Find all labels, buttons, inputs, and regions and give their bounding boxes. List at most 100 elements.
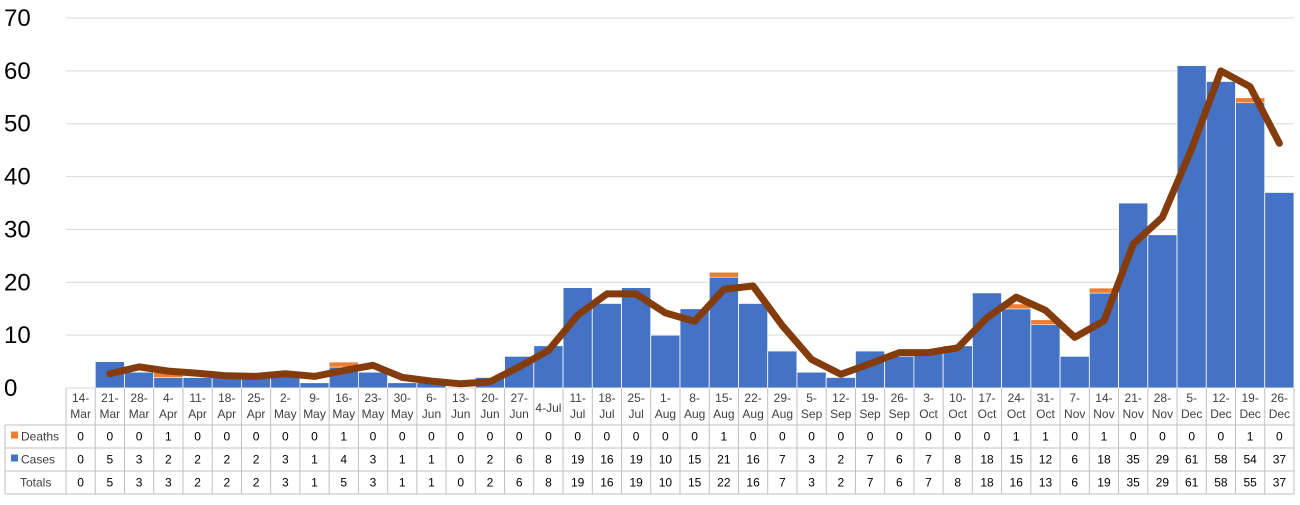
x-category-label: 14- [1095, 391, 1112, 405]
bar-cases [1205, 81, 1236, 389]
x-category-label: Jul [570, 407, 585, 421]
y-tick-label: 0 [4, 375, 17, 402]
bar-cases [1059, 355, 1090, 389]
table-cell: 0 [457, 430, 464, 444]
table-cell: 58 [1214, 453, 1228, 467]
x-category-label: Oct [978, 407, 997, 421]
table-cell: 10 [659, 476, 673, 490]
table-cell: 0 [984, 430, 991, 444]
table-cell: 6 [1071, 453, 1078, 467]
table-row-label: Deaths [21, 430, 59, 444]
table-cell: 15 [688, 476, 702, 490]
x-category-label: 29- [774, 391, 791, 405]
x-category-label: 1- [660, 391, 671, 405]
bar-cases [387, 382, 418, 389]
table-cell: 1 [428, 453, 435, 467]
table-cell: 0 [1218, 430, 1225, 444]
x-category-label: 3- [923, 391, 934, 405]
table-cell: 0 [487, 430, 494, 444]
x-category-label: 16- [335, 391, 352, 405]
y-tick-label: 10 [4, 322, 31, 349]
table-cell: 12 [1039, 453, 1053, 467]
x-category-label: Sep [801, 407, 823, 421]
table-cell: 3 [282, 476, 289, 490]
x-category-label: 19- [1241, 391, 1258, 405]
bar-cases [1147, 234, 1178, 389]
table-cell: 13 [1039, 476, 1053, 490]
table-cell: 3 [808, 453, 815, 467]
table-cell: 0 [194, 430, 201, 444]
table-cell: 0 [837, 430, 844, 444]
table-cell: 16 [1010, 476, 1024, 490]
x-category-label: Oct [948, 407, 967, 421]
x-category-label: Dec [1239, 407, 1260, 421]
table-row-label: Cases [21, 453, 55, 467]
x-category-label: 25- [247, 391, 264, 405]
table-cell: 6 [516, 476, 523, 490]
x-category-label: Apr [217, 407, 236, 421]
table-cell: 0 [77, 476, 84, 490]
trend-line-group [106, 67, 1283, 388]
table-cell: 16 [746, 453, 760, 467]
table-cell: 7 [925, 476, 932, 490]
table-cell: 18 [1097, 453, 1111, 467]
table-cell: 7 [779, 476, 786, 490]
table-cell: 0 [457, 476, 464, 490]
bar-cases [796, 371, 827, 389]
table-cell: 2 [837, 476, 844, 490]
legend-key-cases [11, 454, 18, 462]
x-category-label: Aug [742, 407, 763, 421]
table-cell: 1 [399, 476, 406, 490]
x-category-label: 24- [1008, 391, 1025, 405]
bar-cases [357, 371, 389, 389]
x-category-label: 7- [1069, 391, 1080, 405]
table-cell: 22 [717, 476, 731, 490]
table-cell: 6 [1071, 476, 1078, 490]
bar-cases [738, 303, 769, 389]
x-category-label: Jun [451, 407, 470, 421]
x-category-label: Mar [100, 407, 121, 421]
x-category-label: 10- [949, 391, 966, 405]
table-cell: 2 [253, 453, 260, 467]
table-cell: 2 [487, 453, 494, 467]
bar-cases [182, 377, 213, 389]
table-cell: 0 [574, 430, 581, 444]
table-cell: 0 [223, 430, 230, 444]
x-category-label: 21- [101, 391, 118, 405]
x-category-label: 30- [394, 391, 411, 405]
x-category-label: Aug [713, 407, 734, 421]
table-cell: 0 [750, 430, 757, 444]
x-category-label: 12- [1212, 391, 1229, 405]
table-cell: 0 [282, 430, 289, 444]
table-cell: 0 [253, 430, 260, 444]
x-category-label: 11- [189, 391, 205, 405]
table-cell: 0 [370, 430, 377, 444]
x-category-label: 5- [806, 391, 817, 405]
table-cell: 16 [600, 453, 614, 467]
bar-cases [767, 350, 798, 389]
table-cell: 0 [808, 430, 815, 444]
table-cell: 19 [571, 476, 585, 490]
y-tick-label: 50 [4, 111, 31, 138]
x-category-label: Dec [1210, 407, 1231, 421]
table-cell: 29 [1156, 453, 1170, 467]
x-category-label: Jun [510, 407, 529, 421]
x-category-label: Nov [1123, 407, 1144, 421]
table-cell: 3 [165, 476, 172, 490]
table-cell: 0 [136, 430, 143, 444]
table-cell: 0 [77, 453, 84, 467]
bar-cases [825, 377, 856, 389]
y-axis-ticks: 0 10 20 30 40 50 60 70 [4, 5, 31, 402]
table-cell: 35 [1127, 476, 1141, 490]
bar-cases [1088, 292, 1119, 389]
table-cell: 3 [808, 476, 815, 490]
x-category-label: Mar [129, 407, 150, 421]
table-cell: 5 [107, 476, 114, 490]
x-category-label: 4-Jul [535, 401, 561, 415]
table-cell: 1 [340, 430, 347, 444]
bar-cases [1235, 102, 1266, 389]
x-category-label: Aug [772, 407, 793, 421]
legend-key-deaths [11, 431, 18, 439]
x-category-label: Jun [422, 407, 441, 421]
table-cell: 2 [194, 453, 201, 467]
